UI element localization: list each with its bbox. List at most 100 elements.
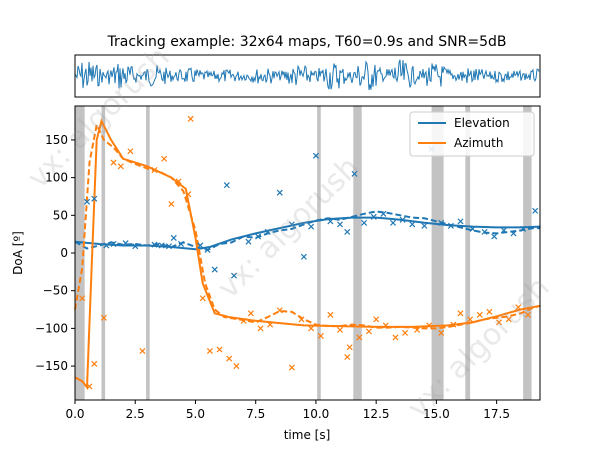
elevation-detection-20 [288,221,295,228]
azimuth-detection-9 [161,155,168,162]
elevation-detection-30 [380,210,387,217]
x-tick-label-1: 2.5 [126,407,145,421]
chart-title: Tracking example: 32x64 maps, T60=0.9s a… [107,34,507,50]
azimuth-detection-42 [467,316,474,323]
elevation-detection-4 [122,240,129,247]
elevation-detection-33 [409,221,416,228]
elevation-detection-14 [223,182,230,189]
silence-band-4 [353,106,362,400]
azimuth-true-line [74,118,541,390]
watermark-text-3: vx: algorush [401,270,557,426]
elevation-estimated-line [74,210,540,252]
azimuth-detection-3 [100,314,107,321]
azimuth-detection-1 [86,383,93,390]
elevation-detection-3 [110,240,117,247]
elevation-detection-1 [91,195,98,202]
azimuth-detection-20 [247,310,254,317]
silence-band-3 [317,106,321,400]
azimuth-detection-19 [240,317,247,324]
elevation-detection-13 [211,266,218,273]
watermark-text-2: vx: algorush [211,150,367,306]
elevation-detection-25 [337,221,344,228]
azimuth-detection-48 [524,311,531,318]
main-plot: 0.0 2.5 5.0 7.5 10.0 12.5 15.0 17.5 −150 −100 −50… [11,105,541,442]
azimuth-detection-36 [402,329,409,336]
azimuth-detection-25 [298,316,305,323]
x-tick-label-0: 0.0 [65,407,84,421]
elevation-detection-41 [491,233,498,240]
azimuth-detection-11 [175,178,182,185]
elevation-detection-18 [264,228,271,235]
azimuth-detection-17 [226,355,233,362]
azimuth-detection-23 [276,307,283,314]
elevation-detection-5 [132,243,139,250]
x-tick-label-7: 17.5 [483,407,510,421]
azimuth-detection-15 [206,347,213,355]
x-tick-label-5: 12.5 [363,407,390,421]
elevation-detection-44 [520,225,527,232]
azimuth-detection-49 [344,354,351,361]
x-tick-label-6: 15.0 [423,407,450,421]
elevation-detection-31 [390,219,397,226]
azimuth-detection-7 [139,347,146,355]
azimuth-detection-16 [216,346,223,353]
silence-band-2 [146,106,150,400]
silence-band-0 [75,106,85,400]
azimuth-detection-38 [426,322,433,329]
waveform-trace [75,59,540,91]
azimuth-detection-39 [438,329,445,336]
azimuth-detection-31 [356,334,363,341]
elevation-detection-34 [421,222,428,229]
elevation-detection-16 [245,238,252,245]
azimuth-detection-30 [346,344,353,351]
y-tick-label-2: −50 [43,284,68,298]
elevation-detection-11 [197,242,204,249]
azimuth-detection-2 [91,360,98,367]
elevation-detection-39 [469,225,476,232]
azimuth-detection-45 [496,319,503,326]
detection-markers [79,115,539,390]
elevation-detection-23 [312,152,319,159]
azimuth-detection-37 [414,326,421,333]
elevation-detection-21 [300,253,307,260]
elevation-detection-42 [500,227,507,234]
azimuth-detection-5 [117,163,124,170]
azimuth-detection-27 [317,332,324,339]
elevation-detection-24 [327,218,334,225]
elevation-detection-40 [481,228,488,235]
azimuth-detection-12 [185,191,192,198]
azimuth-detection-0 [79,295,86,302]
elevation-detection-38 [457,218,464,225]
azimuth-detection-4 [110,159,117,166]
elevation-detection-9 [170,234,177,241]
x-axis-label: time [s] [284,428,331,442]
y-tick-label-4: 50 [53,208,68,222]
azimuth-detection-22 [267,321,274,328]
x-axis-ticks: 0.0 2.5 5.0 7.5 10.0 12.5 15.0 17.5 [65,400,510,421]
azimuth-detection-47 [515,304,522,311]
y-tick-label-1: −100 [35,321,68,335]
azimuth-detection-44 [486,308,493,315]
x-tick-label-4: 10.0 [303,407,330,421]
legend-azimuth-label: Azimuth [454,136,503,150]
azimuth-detection-14 [199,295,206,302]
y-tick-label-6: 150 [45,133,68,147]
elevation-detection-43 [510,230,517,237]
azimuth-detection-33 [373,316,380,323]
y-tick-label-3: 0 [60,246,68,260]
y-tick-label-5: 100 [45,171,68,185]
azimuth-detection-40 [450,321,457,328]
y-tick-label-0: −150 [35,359,68,373]
azimuth-detection-6 [127,148,134,155]
elevation-detection-36 [438,219,445,226]
x-tick-label-3: 7.5 [246,407,265,421]
legend: Elevation Azimuth [409,111,535,157]
elevation-detection-12 [204,246,211,254]
azimuth-detection-13 [187,115,194,122]
azimuth-detection-46 [505,316,512,323]
elevation-detection-17 [255,233,262,240]
elevation-detection-32 [399,216,406,223]
watermark: vx: algorush vx: algorush vx: algorush [21,40,557,426]
